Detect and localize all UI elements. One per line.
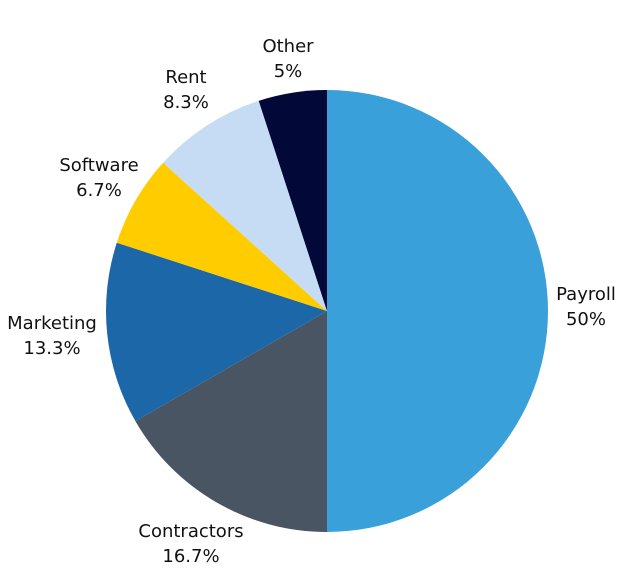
pie-slice-contractors bbox=[135, 311, 327, 532]
pie-slice-other bbox=[258, 90, 327, 311]
slice-label-other: Other bbox=[262, 36, 314, 57]
slice-value-label-marketing: 13.3% bbox=[23, 338, 80, 359]
slice-value-label-software: 6.7% bbox=[76, 180, 122, 201]
slice-value-label-other: 5% bbox=[274, 61, 303, 82]
pie-slice-rent bbox=[163, 100, 327, 311]
slice-value-label-contractors: 16.7% bbox=[162, 546, 219, 567]
pie-slice-software bbox=[116, 162, 327, 311]
slice-label-contractors: Contractors bbox=[138, 521, 243, 542]
slice-label-software: Software bbox=[59, 155, 138, 176]
slice-label-marketing: Marketing bbox=[7, 313, 97, 334]
slice-label-payroll: Payroll bbox=[556, 284, 616, 305]
slice-value-label-rent: 8.3% bbox=[163, 92, 209, 113]
slice-label-rent: Rent bbox=[165, 67, 206, 88]
pie-slice-marketing bbox=[106, 242, 328, 422]
pie-slice-payroll bbox=[327, 90, 548, 532]
slice-value-label-payroll: 50% bbox=[566, 309, 606, 330]
